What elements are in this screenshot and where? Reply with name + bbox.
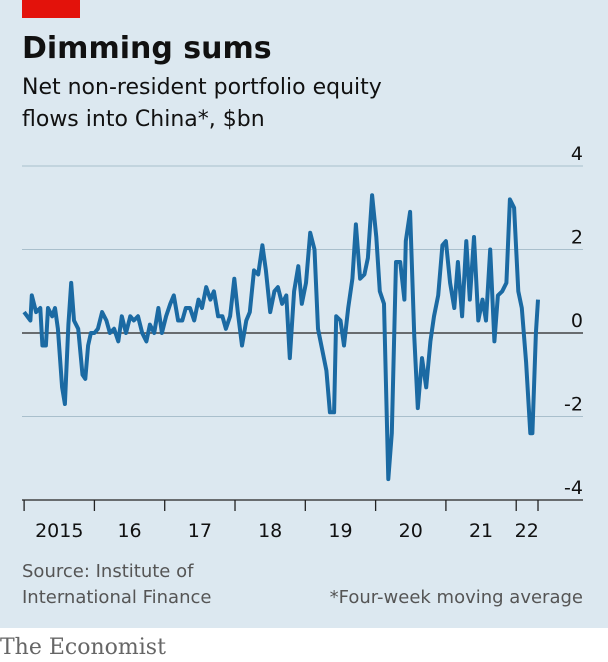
- y-tick-label: 0: [571, 310, 583, 332]
- x-tick-label: 22: [515, 520, 539, 542]
- source: Source: Institute of: [22, 561, 194, 582]
- data-line: [22, 193, 540, 482]
- chart-subtitle: flows into China*, $bn: [22, 107, 265, 132]
- y-tick-label: 2: [571, 227, 583, 249]
- source: International Finance: [22, 587, 211, 608]
- y-tick-label: -2: [564, 394, 583, 416]
- chart-title: Dimming sums: [22, 31, 272, 66]
- y-tick-label: -4: [564, 477, 583, 499]
- x-tick-label: 19: [328, 520, 352, 542]
- brand-tag: [22, 0, 80, 18]
- chart-subtitle: Net non-resident portfolio equity: [22, 75, 382, 100]
- x-tick-label: 17: [188, 520, 212, 542]
- brand: The Economist: [0, 635, 166, 660]
- x-tick-label: 20: [399, 520, 423, 542]
- x-tick-label: 16: [117, 520, 141, 542]
- x-tick-label: 21: [469, 520, 493, 542]
- y-tick-label: 4: [571, 143, 583, 165]
- footnote: *Four-week moving average: [330, 587, 583, 608]
- x-tick-label: 2015: [35, 520, 83, 542]
- x-tick-label: 18: [258, 520, 282, 542]
